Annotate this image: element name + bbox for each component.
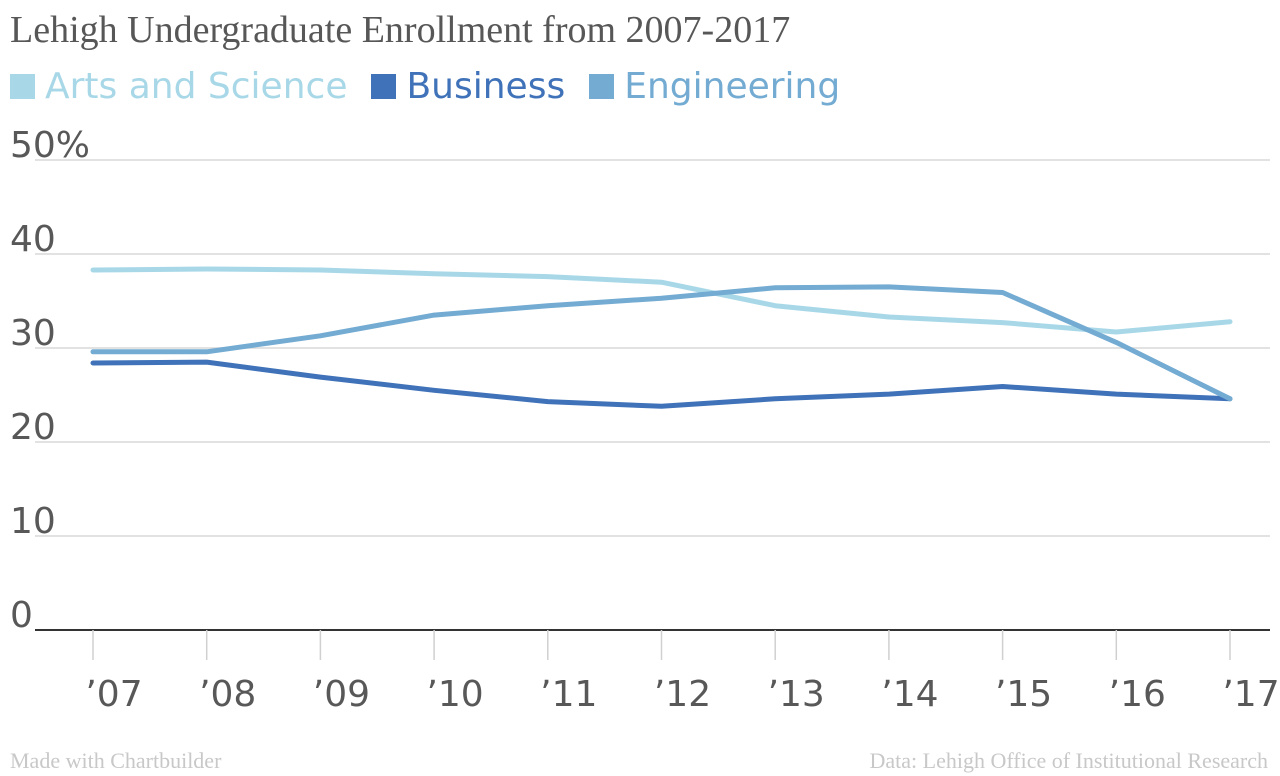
- x-tick-label: ’16: [1109, 674, 1166, 715]
- x-tick-label: ’10: [426, 674, 483, 715]
- y-tick-label: 20: [10, 407, 56, 448]
- x-tick-label: ’17: [1222, 674, 1279, 715]
- legend-item-engineering: Engineering: [589, 66, 840, 107]
- legend-swatch-business: [371, 74, 397, 99]
- series-line-business: [90, 359, 1233, 409]
- y-tick-label: 0: [10, 595, 33, 636]
- footer-credit: Made with Chartbuilder: [10, 748, 222, 773]
- y-tick-label: 40: [10, 219, 56, 260]
- chart-title: Lehigh Undergraduate Enrollment from 200…: [10, 9, 791, 51]
- x-tick-label: ’12: [654, 674, 711, 715]
- series-line-arts-and-science: [90, 266, 1233, 335]
- legend-label-arts-and-science: Arts and Science: [45, 66, 348, 107]
- x-tick-label: ’08: [199, 674, 256, 715]
- x-tick-label: ’13: [768, 674, 825, 715]
- y-tick-label: 50%: [10, 125, 90, 166]
- y-tick-label: 30: [10, 313, 56, 354]
- legend-label-engineering: Engineering: [624, 66, 841, 107]
- legend-swatch-engineering: [589, 74, 615, 99]
- legend-item-business: Business: [371, 66, 565, 107]
- legend-swatch-arts-and-science: [10, 74, 35, 99]
- footer-source: Data: Lehigh Office of Institutional Res…: [869, 748, 1268, 773]
- x-tick-label: ’14: [881, 674, 938, 715]
- x-tick-label: ’09: [313, 674, 370, 715]
- legend-label-business: Business: [406, 66, 566, 107]
- y-tick-label: 10: [10, 501, 56, 542]
- legend-item-arts-and-science: Arts and Science: [10, 66, 347, 107]
- x-tick-label: ’15: [995, 674, 1052, 715]
- chart-legend: Arts and Science Business Engineering: [10, 66, 864, 107]
- series-line-engineering: [90, 284, 1233, 402]
- x-tick-label: ’07: [85, 674, 142, 715]
- x-tick-label: ’11: [540, 674, 597, 715]
